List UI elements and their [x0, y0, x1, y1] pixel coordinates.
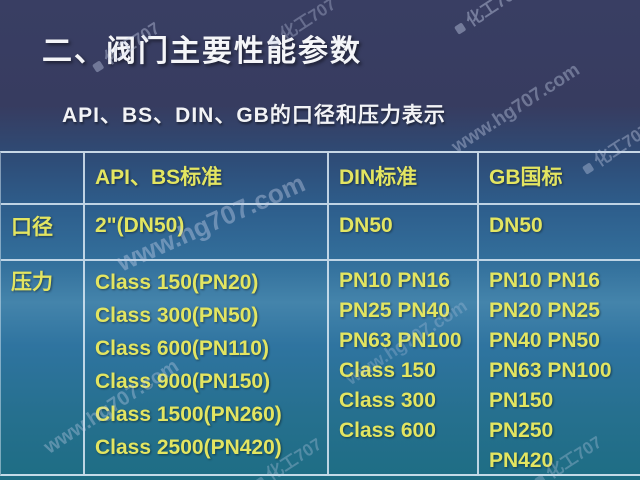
- slide-title: 二、阀门主要性能参数: [42, 35, 362, 68]
- row-header-pressure: 压力: [1, 261, 85, 474]
- watermark-text: www.hg707.com: [448, 59, 584, 158]
- watermark-site: www.hg707.com: [448, 59, 584, 158]
- cell-diameter-api-bs: 2"(DN50): [85, 205, 329, 261]
- col-header-empty: [1, 153, 85, 205]
- hg707-logo-icon: [253, 475, 267, 480]
- col-header-din: DIN标准: [329, 153, 479, 205]
- cell-pressure-api-bs: Class 150(PN20) Class 300(PN50) Class 60…: [85, 261, 329, 474]
- cell-diameter-gb: DN50: [479, 205, 640, 261]
- col-header-gb: GB国标: [479, 153, 640, 205]
- valve-parameters-table: API、BS标准 DIN标准 GB国标 口径 2"(DN50) DN50 DN5…: [0, 151, 640, 476]
- hg707-logo-icon: [453, 21, 467, 35]
- slide-subtitle: API、BS、DIN、GB的口径和压力表示: [62, 104, 446, 127]
- col-header-api-bs: API、BS标准: [85, 153, 329, 205]
- watermark-text: 化工707: [462, 0, 526, 31]
- cell-diameter-din: DN50: [329, 205, 479, 261]
- cell-pressure-din: PN10 PN16 PN25 PN40 PN63 PN100 Class 150…: [329, 261, 479, 474]
- watermark-brand: 化工707: [448, 0, 526, 39]
- row-header-diameter: 口径: [1, 205, 85, 261]
- cell-pressure-gb: PN10 PN16 PN20 PN25 PN40 PN50 PN63 PN100…: [489, 269, 612, 472]
